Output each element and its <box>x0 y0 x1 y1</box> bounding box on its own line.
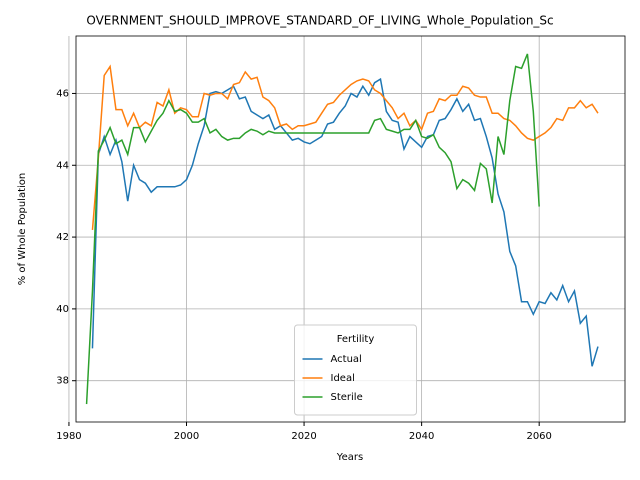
x-axis-label: Years <box>336 452 363 463</box>
y-tick-label: 46 <box>56 88 69 99</box>
x-tick-label: 2060 <box>526 431 551 442</box>
x-tick-label: 1980 <box>56 431 81 442</box>
legend-label: Actual <box>331 354 362 365</box>
y-tick-label: 38 <box>56 376 69 387</box>
chart-title: OVERNMENT_SHOULD_IMPROVE_STANDARD_OF_LIV… <box>86 14 553 28</box>
plot-frame <box>75 35 626 423</box>
legend-box <box>294 324 417 416</box>
y-tick-label: 42 <box>56 232 69 243</box>
legend-label: Sterile <box>331 392 363 403</box>
y-tick-label: 44 <box>56 160 69 171</box>
x-tick-label: 2020 <box>291 431 316 442</box>
y-tick-label: 40 <box>56 304 69 315</box>
x-tick-label: 2040 <box>409 431 434 442</box>
x-tick-label: 2000 <box>174 431 199 442</box>
series-line <box>91 77 599 367</box>
y-axis-label: % of Whole Population <box>17 173 28 286</box>
legend-title: Fertility <box>337 334 375 345</box>
series-line <box>85 53 540 405</box>
series-line <box>91 64 599 230</box>
legend-label: Ideal <box>331 373 355 384</box>
legend: Fertility Actual Ideal Sterile <box>294 324 417 416</box>
